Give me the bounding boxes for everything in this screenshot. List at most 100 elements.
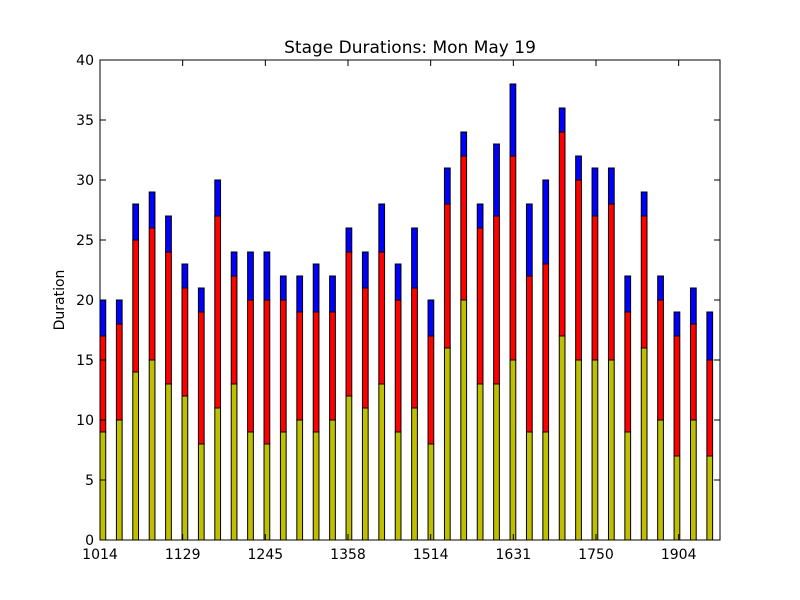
- bar-segment-15-2: [345, 227, 353, 253]
- bar-segment-14-1: [329, 311, 336, 421]
- bars-layer: [99, 83, 714, 541]
- bar-segment-0-1: [99, 335, 107, 433]
- bar-segment-2-2: [132, 203, 140, 241]
- bar-segment-28-0: [558, 335, 566, 541]
- bar-segment-27-1: [542, 263, 550, 433]
- bar-segment-3-1: [148, 227, 156, 361]
- bar-segment-25-2: [509, 83, 517, 157]
- bar-segment-14-0: [329, 419, 336, 541]
- bar-segment-17-2: [378, 203, 386, 253]
- bar-segment-28-2: [558, 107, 566, 133]
- ticks-layer: 0 5 10 15 20 25 30 35 40 1014 1129 1245 1358 1514 1631…: [76, 53, 720, 563]
- bar-segment-24-0: [493, 383, 500, 541]
- bar-segment-34-2: [657, 275, 664, 301]
- bar-segment-3-2: [148, 191, 156, 229]
- x-tick-label-4: 1514: [413, 547, 449, 563]
- bar-segment-32-2: [624, 275, 632, 313]
- y-tick-label-7: 35: [76, 113, 94, 129]
- bar-segment-35-1: [673, 335, 681, 457]
- bar-segment-15-0: [345, 395, 353, 541]
- bar-segment-1-2: [115, 299, 123, 325]
- bar-segment-13-2: [312, 263, 320, 313]
- bar-segment-33-0: [640, 347, 648, 541]
- bar-segment-4-0: [165, 383, 172, 541]
- bar-segment-9-2: [247, 251, 254, 301]
- y-tick-label-5: 25: [76, 233, 94, 249]
- bar-segment-1-1: [115, 323, 123, 421]
- bar-segment-20-2: [427, 299, 435, 337]
- bar-segment-17-0: [378, 383, 386, 541]
- bar-segment-30-2: [591, 167, 599, 217]
- bar-segment-16-2: [361, 251, 369, 289]
- bar-segment-17-1: [378, 251, 386, 385]
- bar-segment-6-1: [197, 311, 205, 445]
- y-tick-label-2: 10: [76, 413, 94, 429]
- bar-segment-24-2: [493, 143, 500, 217]
- bar-segment-34-1: [657, 299, 664, 421]
- x-tick-label-5: 1631: [496, 547, 532, 563]
- bar-segment-19-1: [411, 287, 418, 409]
- chart-title: Stage Durations: Mon May 19: [284, 38, 536, 58]
- bar-segment-7-2: [214, 179, 222, 217]
- bar-segment-8-2: [230, 251, 238, 277]
- bar-segment-28-1: [558, 131, 566, 337]
- x-tick-label-2: 1245: [248, 547, 284, 563]
- bar-segment-19-0: [411, 407, 418, 541]
- bar-segment-4-2: [165, 215, 172, 253]
- bar-segment-25-0: [509, 359, 517, 541]
- bar-segment-31-0: [607, 359, 615, 541]
- y-axis-label: Duration: [52, 270, 68, 331]
- bar-segment-8-1: [230, 275, 238, 385]
- bar-segment-30-0: [591, 359, 599, 541]
- bar-segment-5-1: [181, 287, 189, 397]
- bar-segment-22-0: [460, 299, 468, 541]
- bar-segment-18-0: [394, 431, 402, 541]
- bar-segment-4-1: [165, 251, 172, 385]
- bar-segment-23-0: [476, 383, 484, 541]
- bar-segment-16-1: [361, 287, 369, 409]
- y-tick-label-4: 20: [76, 293, 94, 309]
- bar-segment-10-1: [263, 299, 271, 445]
- bar-segment-11-0: [279, 431, 287, 541]
- bar-segment-25-1: [509, 155, 517, 361]
- bar-segment-2-1: [132, 239, 140, 373]
- x-tick-label-1: 1129: [165, 547, 201, 563]
- bar-segment-13-1: [312, 311, 320, 433]
- bar-segment-5-0: [181, 395, 189, 541]
- bar-segment-15-1: [345, 251, 353, 397]
- bar-segment-29-2: [575, 155, 582, 181]
- bar-segment-29-0: [575, 359, 582, 541]
- bar-segment-0-2: [99, 299, 107, 337]
- bar-segment-21-2: [443, 167, 451, 205]
- bar-segment-35-2: [673, 311, 681, 337]
- bar-segment-7-0: [214, 407, 222, 541]
- bar-segment-8-0: [230, 383, 238, 541]
- bar-segment-16-0: [361, 407, 369, 541]
- bar-segment-6-2: [197, 287, 205, 313]
- bar-segment-33-1: [640, 215, 648, 349]
- bar-segment-26-0: [525, 431, 533, 541]
- bar-segment-20-0: [427, 443, 435, 541]
- bar-segment-18-2: [394, 263, 402, 301]
- bar-segment-23-1: [476, 227, 484, 385]
- x-tick-label-7: 1904: [661, 547, 697, 563]
- bar-segment-10-0: [263, 443, 271, 541]
- bar-segment-31-1: [607, 203, 615, 361]
- bar-segment-23-2: [476, 203, 484, 229]
- bar-segment-10-2: [263, 251, 271, 301]
- bar-segment-1-0: [115, 419, 123, 541]
- bar-segment-21-0: [443, 347, 451, 541]
- bar-segment-14-2: [329, 275, 336, 313]
- bar-segment-22-1: [460, 155, 468, 301]
- x-tick-label-0: 1014: [82, 547, 118, 563]
- y-tick-label-6: 30: [76, 173, 94, 189]
- bar-segment-32-0: [624, 431, 632, 541]
- bar-segment-22-2: [460, 131, 468, 157]
- plot-frame: [99, 59, 721, 541]
- bar-segment-0-0: [99, 431, 107, 541]
- bar-segment-2-0: [132, 371, 140, 541]
- x-tick-label-6: 1750: [578, 547, 614, 563]
- bar-segment-21-1: [443, 203, 451, 349]
